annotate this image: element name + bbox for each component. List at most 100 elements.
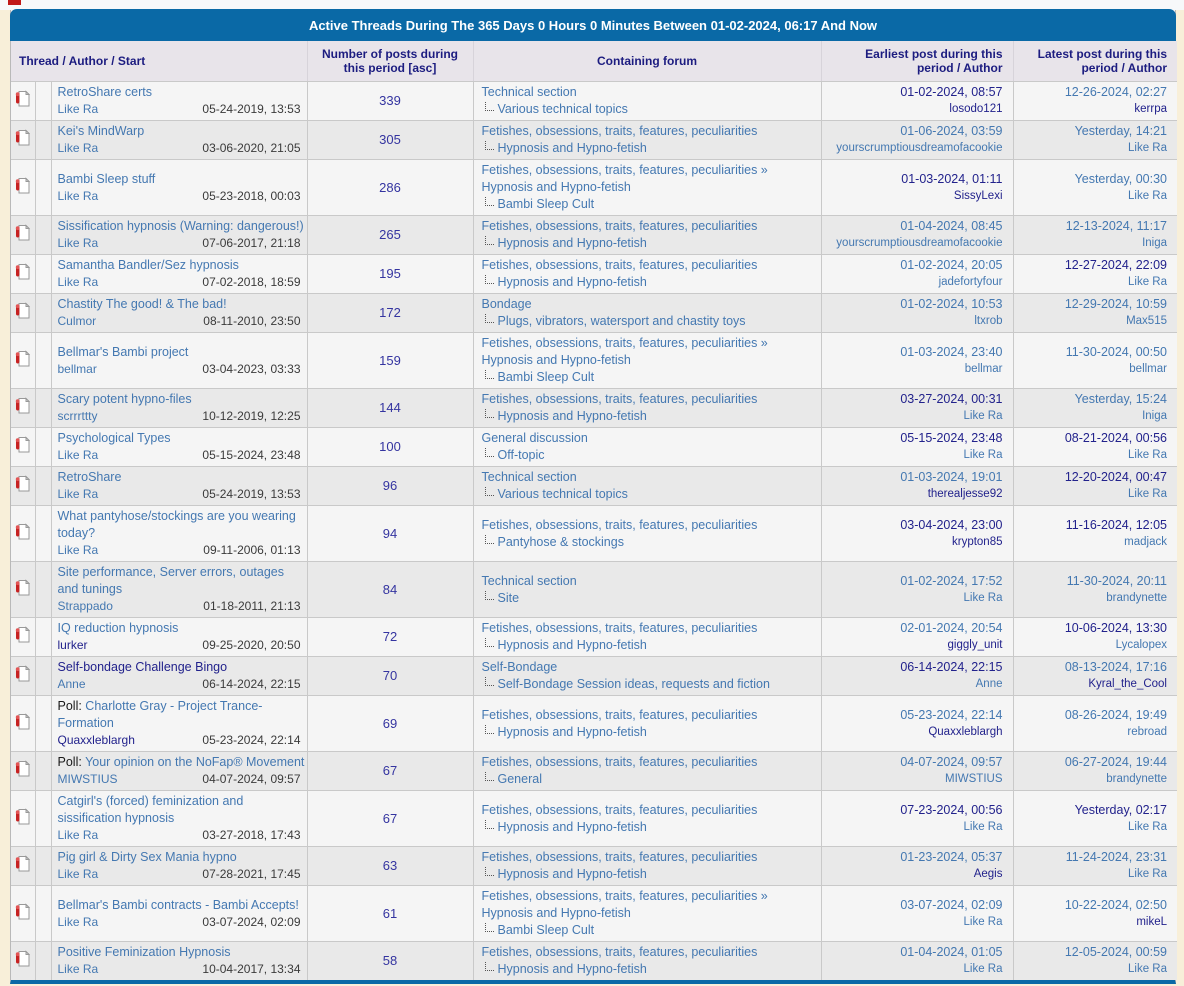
earliest-post-author-link[interactable]: Like Ra — [963, 449, 1003, 461]
forum-parent-link[interactable]: Fetishes, obsessions, traits, features, … — [481, 707, 758, 722]
latest-post-date-link[interactable]: 10-06-2024, 13:30 — [1064, 621, 1167, 635]
subforum-link[interactable]: Self-Bondage Session ideas, requests and… — [497, 677, 770, 691]
latest-post-date-link[interactable]: Yesterday, 02:17 — [1074, 802, 1167, 817]
earliest-post-author-link[interactable]: giggly_unit — [947, 639, 1003, 651]
latest-post-date-link[interactable]: Yesterday, 14:21 — [1074, 124, 1167, 138]
earliest-post-author-link[interactable]: jadefortyfour — [938, 276, 1003, 288]
subforum-link[interactable]: Hypnosis and Hypno-fetish — [497, 275, 647, 289]
subforum-link[interactable]: Hypnosis and Hypno-fetish — [497, 638, 647, 652]
latest-post-date-link[interactable]: 08-26-2024, 19:49 — [1064, 707, 1167, 722]
forum-parent-link[interactable]: Fetishes, obsessions, traits, features, … — [481, 163, 768, 194]
thread-author-link[interactable]: Like Ra — [57, 236, 99, 250]
earliest-post-author-link[interactable]: losodo121 — [949, 103, 1003, 115]
thread-author-link[interactable]: Strappado — [57, 599, 113, 613]
latest-post-date-link[interactable]: Yesterday, 00:30 — [1074, 171, 1167, 186]
thread-title-link[interactable]: Charlotte Gray - Project Trance-Formatio… — [57, 699, 263, 730]
earliest-post-date-link[interactable]: 02-01-2024, 20:54 — [900, 621, 1003, 635]
latest-post-author-link[interactable]: bellmar — [1129, 362, 1167, 375]
earliest-post-author-link[interactable]: therealjesse92 — [927, 488, 1003, 500]
earliest-post-author-link[interactable]: bellmar — [964, 362, 1003, 375]
latest-post-author-link[interactable]: Like Ra — [1128, 276, 1167, 288]
subforum-link[interactable]: Hypnosis and Hypno-fetish — [497, 141, 647, 155]
forum-parent-link[interactable]: Fetishes, obsessions, traits, features, … — [481, 258, 758, 272]
latest-post-author-link[interactable]: Max515 — [1126, 315, 1167, 327]
forum-parent-link[interactable]: Fetishes, obsessions, traits, features, … — [481, 889, 768, 920]
thread-author-link[interactable]: Like Ra — [57, 914, 99, 929]
latest-post-author-link[interactable]: Like Ra — [1128, 488, 1167, 500]
earliest-post-date-link[interactable]: 05-15-2024, 23:48 — [900, 431, 1003, 445]
earliest-post-date-link[interactable]: 03-07-2024, 02:09 — [900, 897, 1003, 912]
subforum-link[interactable]: Hypnosis and Hypno-fetish — [497, 236, 647, 250]
thread-author-link[interactable]: Quaxxleblargh — [57, 733, 135, 747]
latest-post-date-link[interactable]: 12-05-2024, 00:59 — [1064, 945, 1167, 959]
subforum-link[interactable]: Hypnosis and Hypno-fetish — [497, 724, 647, 739]
thread-author-link[interactable]: MIWSTIUS — [57, 772, 118, 786]
earliest-post-author-link[interactable]: SissyLexi — [953, 189, 1003, 202]
thread-title-link[interactable]: Catgirl's (forced) feminization and siss… — [57, 794, 244, 825]
thread-title-link[interactable]: RetroShare — [57, 470, 122, 484]
earliest-post-date-link[interactable]: 07-23-2024, 00:56 — [900, 802, 1003, 817]
sort-asc-link[interactable]: [asc] — [408, 61, 437, 75]
thread-author-link[interactable]: Culmor — [57, 314, 97, 328]
thread-title-link[interactable]: Positive Feminization Hypnosis — [57, 945, 231, 959]
latest-post-date-link[interactable]: 08-21-2024, 00:56 — [1064, 431, 1167, 445]
earliest-post-author-link[interactable]: ltxrob — [974, 315, 1003, 327]
latest-post-author-link[interactable]: brandynette — [1106, 773, 1167, 785]
thread-author-link[interactable]: scrrrttty — [57, 409, 98, 423]
thread-author-link[interactable]: Like Ra — [57, 867, 99, 881]
earliest-post-date-link[interactable]: 04-07-2024, 09:57 — [900, 755, 1003, 769]
subforum-link[interactable]: Various technical topics — [497, 487, 628, 501]
thread-title-link[interactable]: Bellmar's Bambi contracts - Bambi Accept… — [57, 897, 299, 912]
thread-title-link[interactable]: Psychological Types — [57, 431, 171, 445]
latest-post-author-link[interactable]: madjack — [1124, 535, 1167, 548]
subforum-link[interactable]: Site — [497, 590, 520, 605]
latest-post-author-link[interactable]: Like Ra — [1128, 142, 1167, 154]
earliest-post-date-link[interactable]: 01-23-2024, 05:37 — [900, 850, 1003, 864]
thread-title-link[interactable]: Scary potent hypno-files — [57, 392, 192, 406]
forum-parent-link[interactable]: Fetishes, obsessions, traits, features, … — [481, 850, 758, 864]
forum-parent-link[interactable]: Fetishes, obsessions, traits, features, … — [481, 124, 758, 138]
latest-post-author-link[interactable]: kerrpa — [1134, 103, 1167, 115]
thread-author-link[interactable]: Like Ra — [57, 962, 99, 976]
earliest-post-date-link[interactable]: 01-02-2024, 20:05 — [900, 258, 1003, 272]
thread-title-link[interactable]: IQ reduction hypnosis — [57, 621, 179, 635]
earliest-post-date-link[interactable]: 03-04-2024, 23:00 — [900, 517, 1003, 532]
latest-post-date-link[interactable]: 12-29-2024, 10:59 — [1064, 297, 1167, 311]
thread-author-link[interactable]: Like Ra — [57, 828, 99, 842]
subforum-link[interactable]: Hypnosis and Hypno-fetish — [497, 867, 647, 881]
subforum-link[interactable]: Pantyhose & stockings — [497, 534, 624, 549]
thread-title-link[interactable]: Bellmar's Bambi project — [57, 344, 189, 359]
thread-title-link[interactable]: Self-bondage Challenge Bingo — [57, 660, 228, 674]
subforum-link[interactable]: Bambi Sleep Cult — [497, 370, 595, 384]
latest-post-date-link[interactable]: 11-30-2024, 00:50 — [1065, 344, 1167, 359]
thread-title-link[interactable]: Your opinion on the NoFap® Movement — [85, 755, 305, 769]
thread-author-link[interactable]: lurker — [57, 638, 88, 652]
earliest-post-author-link[interactable]: Like Ra — [963, 591, 1003, 604]
forum-parent-link[interactable]: Technical section — [481, 85, 577, 99]
earliest-post-author-link[interactable]: Like Ra — [963, 963, 1003, 975]
earliest-post-author-link[interactable]: krypton85 — [951, 535, 1003, 548]
subforum-link[interactable]: Hypnosis and Hypno-fetish — [497, 962, 647, 976]
latest-post-date-link[interactable]: 12-20-2024, 00:47 — [1064, 470, 1167, 484]
forum-parent-link[interactable]: Fetishes, obsessions, traits, features, … — [481, 802, 758, 817]
thread-title-link[interactable]: What pantyhose/stockings are you wearing… — [57, 509, 296, 540]
forum-parent-link[interactable]: General discussion — [481, 431, 588, 445]
latest-post-date-link[interactable]: 12-13-2024, 11:17 — [1065, 219, 1167, 233]
earliest-post-author-link[interactable]: Like Ra — [963, 915, 1003, 928]
latest-post-author-link[interactable]: Kyral_the_Cool — [1088, 678, 1167, 690]
thread-title-link[interactable]: Samantha Bandler/Sez hypnosis — [57, 258, 239, 272]
latest-post-author-link[interactable]: Lycalopex — [1115, 639, 1167, 651]
latest-post-date-link[interactable]: 12-27-2024, 22:09 — [1064, 258, 1167, 272]
earliest-post-author-link[interactable]: Quaxxleblargh — [928, 725, 1003, 738]
thread-author-link[interactable]: Like Ra — [57, 543, 99, 557]
latest-post-author-link[interactable]: Like Ra — [1128, 868, 1167, 880]
thread-author-link[interactable]: Like Ra — [57, 188, 99, 203]
forum-parent-link[interactable]: Technical section — [481, 573, 577, 588]
earliest-post-date-link[interactable]: 05-23-2024, 22:14 — [900, 707, 1003, 722]
latest-post-date-link[interactable]: 11-16-2024, 12:05 — [1065, 517, 1167, 532]
earliest-post-date-link[interactable]: 01-02-2024, 17:52 — [900, 573, 1003, 588]
latest-post-date-link[interactable]: Yesterday, 15:24 — [1074, 392, 1167, 406]
thread-title-link[interactable]: Site performance, Server errors, outages… — [57, 565, 285, 596]
subforum-link[interactable]: Off-topic — [497, 448, 545, 462]
latest-post-date-link[interactable]: 10-22-2024, 02:50 — [1064, 897, 1167, 912]
